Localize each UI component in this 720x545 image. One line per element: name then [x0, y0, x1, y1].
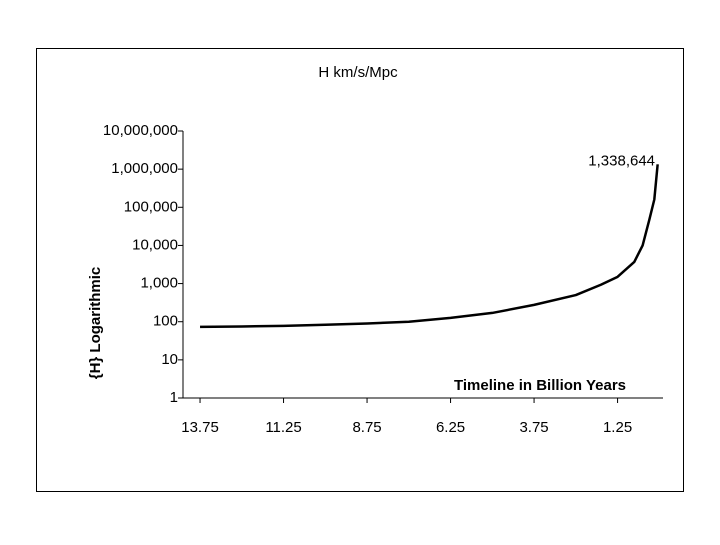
x-tick-label: 3.75: [519, 419, 548, 436]
y-tick-label: 10: [161, 351, 178, 368]
x-tick-label: 6.25: [436, 419, 465, 436]
data-label: 1,338,644: [588, 152, 655, 169]
x-axis-label: Timeline in Billion Years: [454, 377, 626, 394]
y-tick-label: 1: [170, 389, 178, 406]
chart-border: [36, 48, 684, 492]
y-tick-label: 100,000: [124, 198, 178, 215]
x-tick-label: 1.25: [603, 419, 632, 436]
x-tick-label: 13.75: [181, 419, 219, 436]
data-line: [200, 164, 659, 329]
x-tick-label: 8.75: [352, 419, 381, 436]
chart-title: H km/s/Mpc: [318, 64, 398, 81]
y-tick-label: 100: [153, 313, 178, 330]
y-tick-label: 10,000,000: [103, 122, 178, 139]
y-tick-label: 1,000,000: [111, 160, 178, 177]
y-tick-label: 10,000: [132, 236, 178, 253]
y-tick-label: 1,000: [140, 275, 178, 292]
x-tick-label: 11.25: [265, 419, 301, 436]
y-axis-label: {H} Logarithmic: [87, 267, 104, 380]
